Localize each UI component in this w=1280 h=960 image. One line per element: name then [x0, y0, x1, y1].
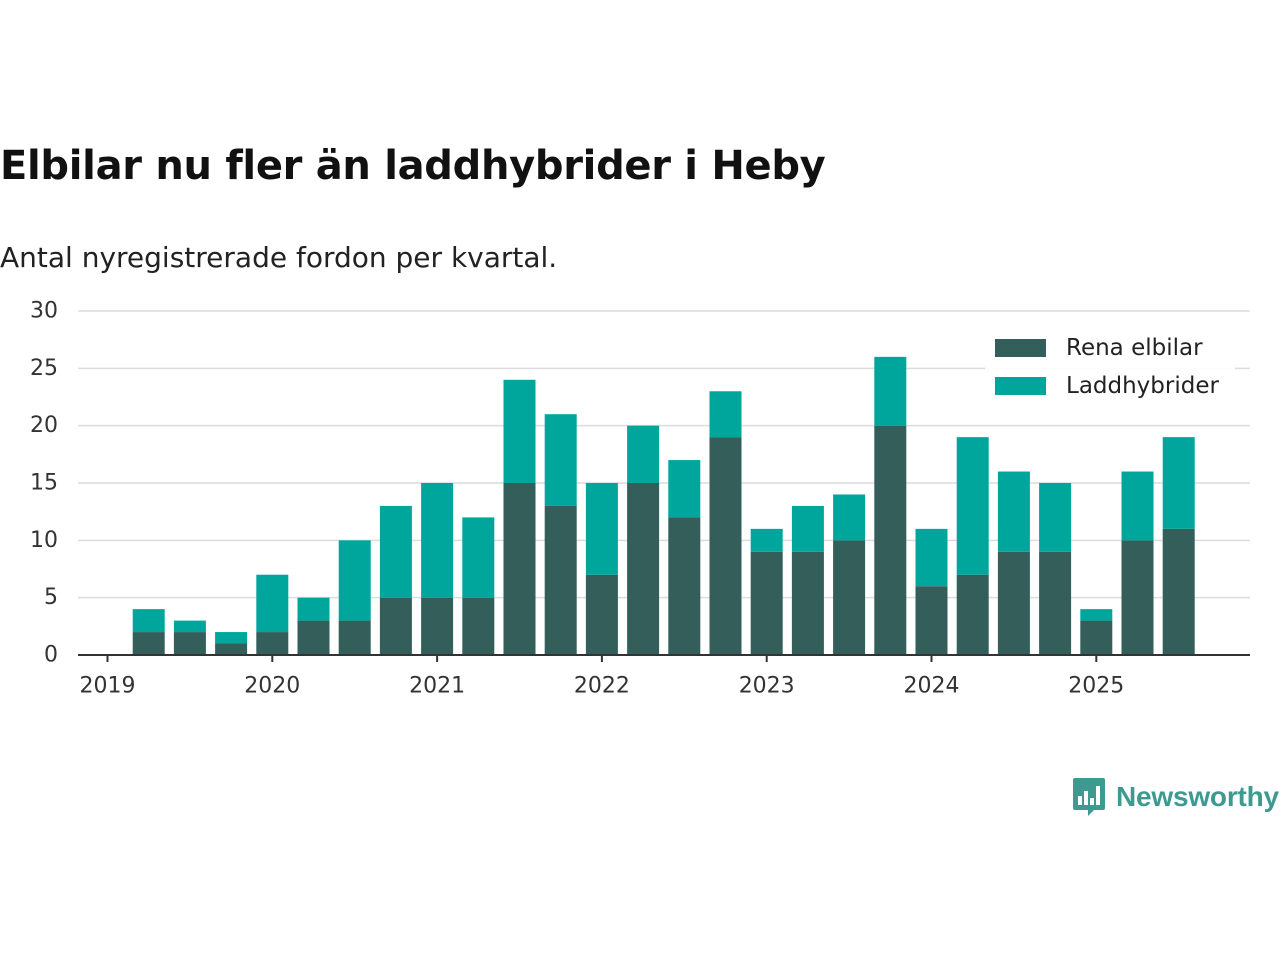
bar-laddhybrider — [791, 505, 824, 552]
bar-laddhybrider — [668, 460, 701, 518]
bar-rena-elbilar — [1162, 528, 1195, 655]
bar-laddhybrider — [1039, 483, 1072, 552]
bar-rena-elbilar — [462, 597, 495, 655]
bar-rena-elbilar — [1121, 540, 1154, 655]
bar-laddhybrider — [1121, 471, 1154, 541]
bar-laddhybrider — [750, 528, 783, 552]
bar-laddhybrider — [256, 574, 289, 633]
x-tick-label: 2020 — [244, 674, 300, 699]
bar-rena-elbilar — [1039, 551, 1072, 655]
bar-rena-elbilar — [585, 574, 618, 655]
bar-laddhybrider — [956, 437, 989, 575]
legend: Rena elbilar Laddhybrider — [985, 330, 1235, 410]
bar-rena-elbilar — [750, 551, 783, 655]
bar-rena-elbilar — [215, 643, 248, 655]
legend-laddhybrider-label: Laddhybrider — [1066, 373, 1219, 399]
bar-rena-elbilar — [132, 632, 165, 655]
bar-rena-elbilar — [1080, 620, 1113, 655]
bar-rena-elbilar — [668, 517, 701, 655]
bar-laddhybrider — [585, 483, 618, 575]
bar-laddhybrider — [421, 483, 454, 598]
y-tick-label: 10 — [30, 528, 58, 553]
legend-rena-elbilar-swatch — [995, 339, 1046, 357]
bar-rena-elbilar — [627, 483, 660, 655]
bar-rena-elbilar — [338, 620, 371, 655]
bar-rena-elbilar — [956, 574, 989, 655]
bar-laddhybrider — [544, 414, 577, 506]
chart-title: Elbilar nu fler än laddhybrider i Heby — [0, 143, 826, 189]
x-tick-label: 2025 — [1068, 674, 1124, 699]
bar-rena-elbilar — [379, 597, 412, 655]
bar-rena-elbilar — [709, 437, 742, 655]
bar-laddhybrider — [462, 517, 495, 598]
y-tick-label: 30 — [30, 299, 58, 324]
y-tick-label: 20 — [30, 413, 58, 438]
bar-rena-elbilar — [791, 551, 824, 655]
newsworthy-bar-chart-icon — [1073, 778, 1105, 816]
bar-laddhybrider — [833, 494, 866, 541]
bar-laddhybrider — [379, 505, 412, 598]
y-tick-label: 0 — [44, 643, 58, 668]
y-tick-label: 25 — [30, 356, 58, 381]
brand-name: Newsworthy — [1116, 781, 1279, 812]
x-tick-label: 2024 — [904, 674, 960, 699]
legend-laddhybrider-swatch — [995, 377, 1046, 395]
bar-laddhybrider — [503, 379, 536, 483]
y-tick-label: 15 — [30, 471, 58, 496]
bar-laddhybrider — [1080, 609, 1113, 621]
bars — [132, 356, 1195, 655]
x-tick-label: 2023 — [739, 674, 795, 699]
bar-laddhybrider — [874, 356, 907, 426]
x-tick-label: 2019 — [80, 674, 136, 699]
legend-rena-elbilar-label: Rena elbilar — [1066, 335, 1203, 361]
x-tick-label: 2022 — [574, 674, 630, 699]
brand-logo: Newsworthy — [1072, 776, 1279, 818]
bar-rena-elbilar — [173, 632, 206, 655]
chart-subtitle: Antal nyregistrerade fordon per kvartal. — [0, 241, 558, 274]
bar-rena-elbilar — [833, 540, 866, 655]
bar-rena-elbilar — [297, 620, 330, 655]
bar-laddhybrider — [627, 425, 660, 483]
bar-rena-elbilar — [503, 483, 536, 655]
bar-rena-elbilar — [256, 632, 289, 655]
bar-laddhybrider — [132, 609, 165, 633]
x-tick-label: 2021 — [409, 674, 465, 699]
bar-laddhybrider — [1162, 437, 1195, 529]
bar-laddhybrider — [709, 391, 742, 438]
bar-laddhybrider — [215, 632, 248, 644]
x-axis-ticks: 2019 2020 2021 2022 2023 2024 2025 — [80, 655, 1124, 699]
bar-laddhybrider — [173, 620, 206, 633]
bar-rena-elbilar — [915, 586, 948, 655]
bar-laddhybrider — [915, 528, 948, 587]
bar-rena-elbilar — [544, 505, 577, 655]
bar-rena-elbilar — [874, 425, 907, 655]
bar-laddhybrider — [297, 597, 330, 621]
bar-rena-elbilar — [421, 597, 454, 655]
bar-laddhybrider — [997, 471, 1030, 552]
bar-rena-elbilar — [997, 551, 1030, 655]
y-axis-ticks: 0 5 10 15 20 25 30 — [30, 299, 58, 668]
bar-laddhybrider — [338, 540, 371, 621]
y-tick-label: 5 — [44, 585, 58, 610]
